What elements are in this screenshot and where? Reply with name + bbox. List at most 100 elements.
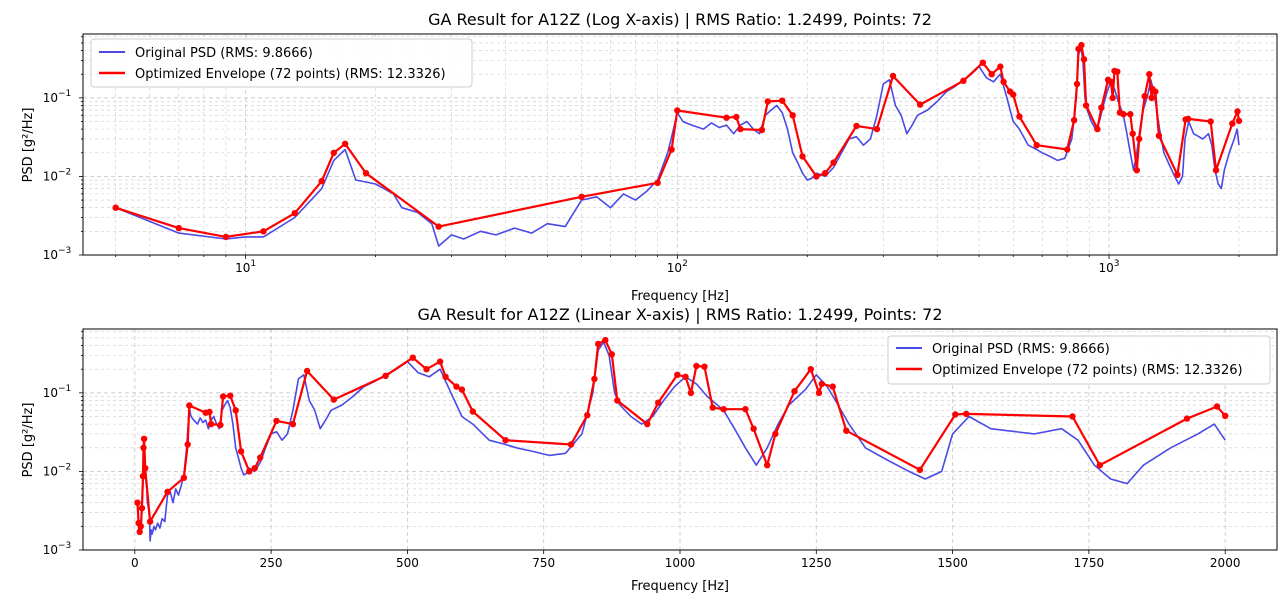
linear-x-envelope-point bbox=[146, 518, 154, 525]
linear-x-envelope-point bbox=[140, 444, 147, 451]
linear-x-envelope-point bbox=[442, 373, 449, 380]
linear-x-envelope-point bbox=[567, 441, 575, 448]
linear-x-envelope-point bbox=[289, 420, 297, 428]
log-x-tick-labels: 101 102 103 10−3 10−2 10−1 bbox=[43, 89, 1120, 275]
log-x-envelope-point bbox=[813, 173, 820, 180]
linear-x-envelope-point bbox=[134, 499, 141, 506]
log-x-envelope-point bbox=[1127, 111, 1134, 118]
linear-x-legend: Original PSD (RMS: 9.8666) Optimized Env… bbox=[887, 335, 1271, 385]
linear-x-envelope-point bbox=[815, 389, 823, 397]
linear-x-x-tick-label: 1750 bbox=[1074, 556, 1105, 570]
log-x-envelope-point bbox=[1234, 108, 1241, 115]
log-x-plot-frame bbox=[82, 33, 1278, 256]
linear-x-envelope-point bbox=[217, 421, 224, 429]
linear-x-envelope-point bbox=[257, 454, 264, 461]
linear-x-envelope-point bbox=[303, 367, 311, 375]
log-x-original-psd-series bbox=[115, 46, 1240, 247]
linear-x-envelope-point bbox=[436, 358, 444, 365]
log-x-envelope-point bbox=[1136, 135, 1143, 143]
linear-x-envelope-point bbox=[227, 392, 234, 399]
linear-x-envelope-point bbox=[1096, 462, 1104, 469]
log-x-envelope-point bbox=[1114, 68, 1121, 75]
log-x-envelope-point bbox=[1120, 111, 1127, 118]
log-x-envelope-point bbox=[674, 107, 681, 114]
log-x-envelope-point bbox=[1010, 91, 1017, 98]
linear-x-envelope-point bbox=[138, 505, 146, 512]
log-x-legend-box bbox=[90, 38, 473, 88]
linear-x-envelope-point bbox=[952, 411, 959, 418]
linear-x-envelope-point bbox=[251, 465, 258, 472]
log-x-envelope-point bbox=[960, 77, 967, 85]
linear-x-y-tick-label: 10−2 bbox=[43, 462, 72, 478]
log-x-x-tick-label: 103 bbox=[1098, 259, 1119, 275]
linear-x-legend-label-envelope: Optimized Envelope (72 points) (RMS: 12.… bbox=[932, 363, 1243, 378]
linear-x-envelope-point bbox=[232, 407, 239, 414]
linear-x-x-tick-label: 1250 bbox=[801, 556, 832, 570]
linear-x-envelope-point bbox=[219, 393, 227, 400]
linear-x-envelope-point bbox=[709, 404, 716, 411]
linear-x-plot-frame bbox=[82, 328, 1278, 551]
linear-x-envelope-point bbox=[772, 430, 779, 438]
log-x-envelope-point bbox=[668, 146, 675, 153]
log-x-envelope-line bbox=[115, 43, 1241, 238]
linear-x-envelope-point bbox=[818, 380, 825, 388]
log-x-envelope-point bbox=[779, 97, 786, 104]
linear-x-envelope-point bbox=[807, 366, 814, 373]
log-x-envelope-point bbox=[758, 126, 766, 134]
log-x-envelope-point bbox=[1152, 88, 1159, 95]
linear-x-panel: GA Result for A12Z (Linear X-axis) | RMS… bbox=[21, 305, 1278, 594]
linear-x-envelope-point bbox=[469, 408, 476, 415]
linear-x-envelope-point bbox=[423, 366, 430, 373]
log-x-envelope-point bbox=[1148, 94, 1155, 102]
linear-x-envelope-line bbox=[136, 339, 1227, 534]
linear-x-envelope-point bbox=[843, 427, 850, 434]
linear-x-envelope-point bbox=[750, 425, 757, 432]
log-x-envelope-point bbox=[830, 159, 837, 166]
log-x-envelope-point bbox=[979, 59, 986, 66]
linear-x-envelope-point bbox=[687, 389, 695, 397]
linear-x-yaxis-label: PSD [g²/Hz] bbox=[21, 403, 36, 478]
linear-x-envelope-series bbox=[134, 336, 1229, 536]
log-x-envelope-point bbox=[889, 72, 897, 80]
linear-x-envelope-point bbox=[742, 406, 749, 413]
linear-x-envelope-point bbox=[409, 354, 416, 361]
log-x-envelope-point bbox=[222, 233, 230, 241]
linear-x-envelope-point bbox=[701, 363, 708, 370]
linear-x-envelope-point bbox=[584, 412, 591, 419]
log-x-envelope-point bbox=[1109, 94, 1116, 102]
log-x-envelope-point bbox=[1212, 167, 1220, 174]
linear-x-y-tick-label: 10−1 bbox=[43, 384, 72, 400]
linear-x-envelope-point bbox=[136, 528, 143, 536]
linear-x-x-tick-label: 1500 bbox=[937, 556, 968, 570]
linear-x-legend-label-original: Original PSD (RMS: 9.8666) bbox=[932, 342, 1110, 357]
linear-x-envelope-point bbox=[963, 410, 970, 418]
linear-x-envelope-point bbox=[602, 336, 609, 344]
linear-x-envelope-point bbox=[1069, 413, 1076, 420]
log-x-envelope-point bbox=[1080, 56, 1088, 63]
linear-x-envelope-point bbox=[682, 373, 689, 380]
log-x-envelope-point bbox=[362, 170, 370, 177]
linear-x-envelope-point bbox=[139, 473, 147, 480]
linear-x-tick-labels: 0 250 500 750 1000 1250 1500 1750 2000 10−3 10−2 10… bbox=[43, 384, 1241, 570]
log-x-envelope-point bbox=[1146, 71, 1153, 78]
linear-x-envelope-point bbox=[246, 468, 253, 475]
log-x-x-tick-label: 101 bbox=[235, 259, 256, 275]
log-x-envelope-point bbox=[1000, 78, 1007, 86]
linear-x-original-psd-line bbox=[136, 341, 1226, 542]
log-x-envelope-point bbox=[330, 149, 337, 156]
linear-x-original-psd-series bbox=[136, 341, 1226, 542]
linear-x-envelope-point bbox=[916, 466, 924, 473]
linear-x-envelope-point bbox=[791, 388, 798, 395]
log-x-envelope-point bbox=[341, 140, 349, 147]
linear-x-x-tick-label: 0 bbox=[131, 556, 139, 570]
linear-x-envelope-point bbox=[142, 465, 149, 472]
log-x-envelope-point bbox=[873, 125, 881, 133]
linear-x-x-tick-label: 750 bbox=[532, 556, 555, 570]
linear-x-envelope-point bbox=[764, 462, 771, 469]
linear-x-envelope-point bbox=[273, 417, 280, 425]
log-x-envelope-point bbox=[1064, 146, 1071, 153]
log-x-envelope-point bbox=[733, 113, 740, 121]
log-x-legend-label-envelope: Optimized Envelope (72 points) (RMS: 12.… bbox=[135, 67, 446, 82]
